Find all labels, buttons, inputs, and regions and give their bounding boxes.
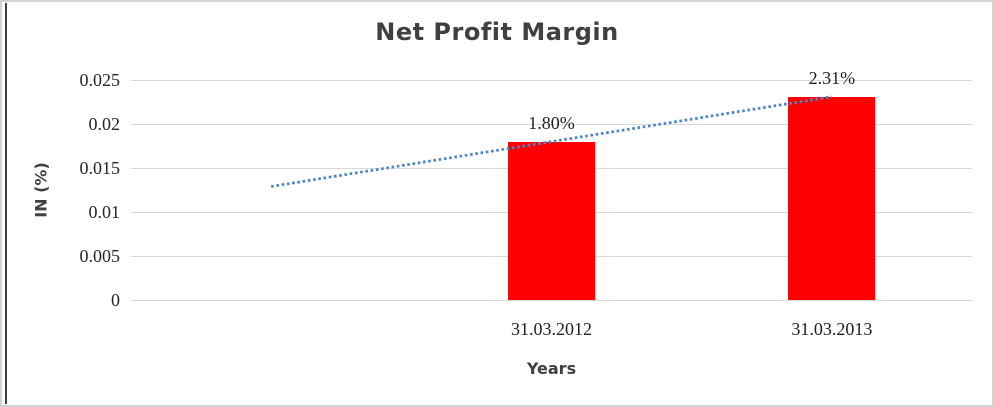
gridline (131, 299, 972, 301)
y-tick-label: 0.01 (88, 202, 121, 222)
x-tick-label: 31.03.2013 (791, 319, 873, 339)
x-tick-label: 31.03.2012 (511, 319, 592, 339)
chart-frame-left-border (5, 3, 7, 404)
y-tick-label: 0.025 (79, 70, 121, 90)
y-tick-label: 0.015 (79, 158, 121, 178)
y-tick-label: 0.02 (88, 114, 121, 134)
bar-value-label: 1.80% (528, 112, 575, 133)
bar-value-label: 2.31% (808, 67, 856, 88)
y-tick-label: 0 (111, 290, 120, 310)
y-axis-title: IN (%) (31, 162, 51, 218)
chart-title: Net Profit Margin (375, 18, 619, 46)
x-axis-title: Years (526, 359, 577, 378)
y-tick-label: 0.005 (79, 246, 121, 266)
gridline (131, 79, 972, 81)
